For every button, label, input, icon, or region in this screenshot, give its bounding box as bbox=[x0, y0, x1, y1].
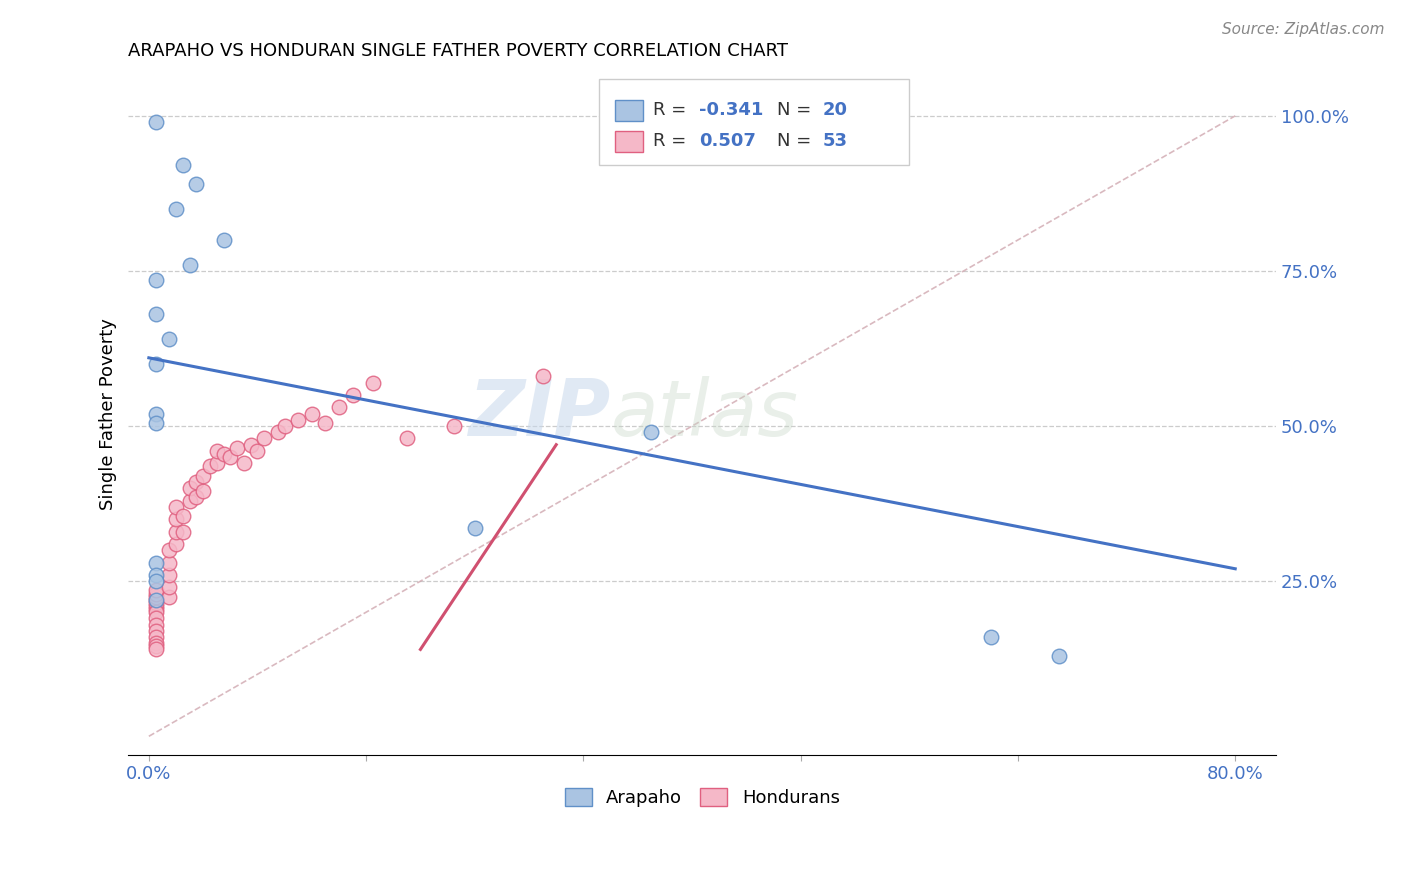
Point bbox=[328, 401, 350, 415]
Point bbox=[145, 624, 167, 638]
Point bbox=[145, 583, 167, 598]
Point bbox=[157, 568, 180, 582]
Point bbox=[145, 596, 167, 610]
Point bbox=[531, 369, 554, 384]
Legend: Arapaho, Hondurans: Arapaho, Hondurans bbox=[557, 780, 846, 814]
Point bbox=[198, 459, 221, 474]
Point bbox=[172, 509, 194, 524]
Text: ZIP: ZIP bbox=[468, 376, 610, 451]
Text: 20: 20 bbox=[823, 101, 848, 119]
Point bbox=[157, 556, 180, 570]
Point bbox=[145, 642, 167, 657]
Point bbox=[165, 500, 187, 514]
FancyBboxPatch shape bbox=[614, 131, 643, 152]
Point bbox=[361, 376, 384, 390]
Point bbox=[443, 419, 465, 434]
Point bbox=[145, 357, 167, 371]
Point bbox=[253, 432, 276, 446]
Point bbox=[145, 640, 167, 654]
Text: R =: R = bbox=[652, 132, 692, 150]
Point bbox=[145, 586, 167, 600]
Point bbox=[191, 468, 214, 483]
Point bbox=[145, 611, 167, 625]
Point bbox=[145, 592, 167, 607]
Point bbox=[179, 481, 201, 495]
Point bbox=[145, 115, 167, 129]
Text: Source: ZipAtlas.com: Source: ZipAtlas.com bbox=[1222, 22, 1385, 37]
Point bbox=[205, 456, 228, 470]
Point bbox=[395, 432, 418, 446]
Point bbox=[165, 512, 187, 526]
Point bbox=[179, 493, 201, 508]
Text: 53: 53 bbox=[823, 132, 848, 150]
Point bbox=[145, 592, 167, 607]
FancyBboxPatch shape bbox=[599, 79, 908, 164]
Point bbox=[464, 521, 486, 535]
Point bbox=[287, 413, 309, 427]
Point bbox=[145, 630, 167, 644]
Point bbox=[145, 574, 167, 589]
Point bbox=[165, 524, 187, 539]
Point bbox=[157, 590, 180, 604]
Point bbox=[145, 416, 167, 430]
Point bbox=[179, 258, 201, 272]
Point bbox=[145, 556, 167, 570]
Point bbox=[239, 438, 262, 452]
Point bbox=[1047, 648, 1070, 663]
Point bbox=[212, 447, 235, 461]
Point bbox=[980, 630, 1002, 644]
Text: ARAPAHO VS HONDURAN SINGLE FATHER POVERTY CORRELATION CHART: ARAPAHO VS HONDURAN SINGLE FATHER POVERT… bbox=[128, 42, 789, 60]
Point bbox=[172, 159, 194, 173]
Point bbox=[191, 484, 214, 499]
Point bbox=[165, 202, 187, 216]
Point bbox=[145, 599, 167, 613]
Point bbox=[145, 617, 167, 632]
Point bbox=[273, 419, 295, 434]
Point bbox=[145, 605, 167, 619]
Point bbox=[157, 543, 180, 558]
Point bbox=[640, 425, 662, 440]
Point bbox=[267, 425, 290, 440]
Point bbox=[186, 491, 208, 505]
Point bbox=[212, 233, 235, 247]
Point bbox=[172, 524, 194, 539]
FancyBboxPatch shape bbox=[614, 100, 643, 121]
Point bbox=[314, 416, 336, 430]
Point bbox=[157, 332, 180, 346]
Point bbox=[186, 177, 208, 191]
Point bbox=[219, 450, 242, 464]
Text: atlas: atlas bbox=[610, 376, 799, 451]
Point bbox=[145, 590, 167, 604]
Text: -0.341: -0.341 bbox=[699, 101, 763, 119]
Point bbox=[145, 602, 167, 616]
Text: N =: N = bbox=[776, 101, 817, 119]
Point bbox=[165, 537, 187, 551]
Point bbox=[157, 581, 180, 595]
Point bbox=[145, 307, 167, 321]
Point bbox=[205, 443, 228, 458]
Text: R =: R = bbox=[652, 101, 692, 119]
Point bbox=[226, 441, 249, 455]
Point bbox=[145, 636, 167, 650]
Text: N =: N = bbox=[776, 132, 817, 150]
Y-axis label: Single Father Poverty: Single Father Poverty bbox=[100, 318, 117, 509]
Text: 0.507: 0.507 bbox=[699, 132, 755, 150]
Point bbox=[145, 568, 167, 582]
Point bbox=[342, 388, 364, 402]
Point bbox=[246, 443, 269, 458]
Point bbox=[186, 475, 208, 489]
Point bbox=[145, 407, 167, 421]
Point bbox=[232, 456, 254, 470]
Point bbox=[301, 407, 323, 421]
Point bbox=[145, 273, 167, 287]
